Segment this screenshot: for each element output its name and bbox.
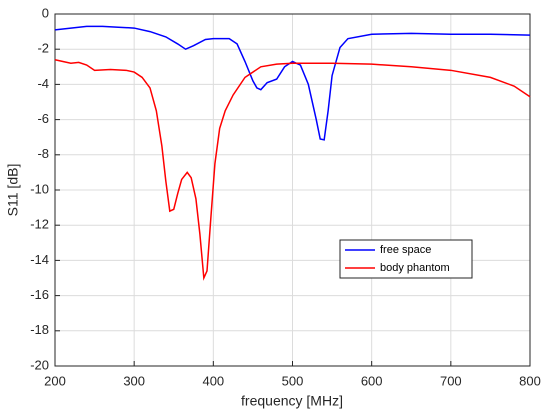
y-tick-label: -8 bbox=[37, 146, 49, 161]
y-tick-label: -12 bbox=[30, 217, 49, 232]
x-tick-label: 200 bbox=[44, 373, 66, 388]
y-tick-label: -4 bbox=[37, 76, 49, 91]
x-axis-label: frequency [MHz] bbox=[241, 393, 343, 409]
line bbox=[54, 59, 531, 281]
legend: free space body phantom bbox=[339, 239, 473, 279]
x-tick-label: 400 bbox=[202, 373, 224, 388]
plot-frame bbox=[54, 13, 531, 367]
y-tick-label: -2 bbox=[37, 41, 49, 56]
legend-box bbox=[339, 239, 473, 279]
x-tick-label: 600 bbox=[361, 373, 383, 388]
x-tick-label: 700 bbox=[440, 373, 462, 388]
x-tick-label: 500 bbox=[282, 373, 304, 388]
x-tick-label: 300 bbox=[123, 373, 145, 388]
y-tick-label: -18 bbox=[30, 322, 49, 337]
x-tick-label: 800 bbox=[519, 373, 541, 388]
y-axis-label: S11 [dB] bbox=[5, 164, 21, 217]
y-tick-label: -16 bbox=[30, 287, 49, 302]
y-tick-label: -14 bbox=[30, 252, 49, 267]
y-tick-label: -10 bbox=[30, 181, 49, 196]
line bbox=[54, 25, 531, 141]
y-tick-label: -6 bbox=[37, 111, 49, 126]
legend-label: free space bbox=[380, 244, 431, 256]
legend-label: body phantom bbox=[380, 262, 450, 274]
y-tick-label: 0 bbox=[42, 5, 49, 20]
y-tick-label: -20 bbox=[30, 357, 49, 372]
